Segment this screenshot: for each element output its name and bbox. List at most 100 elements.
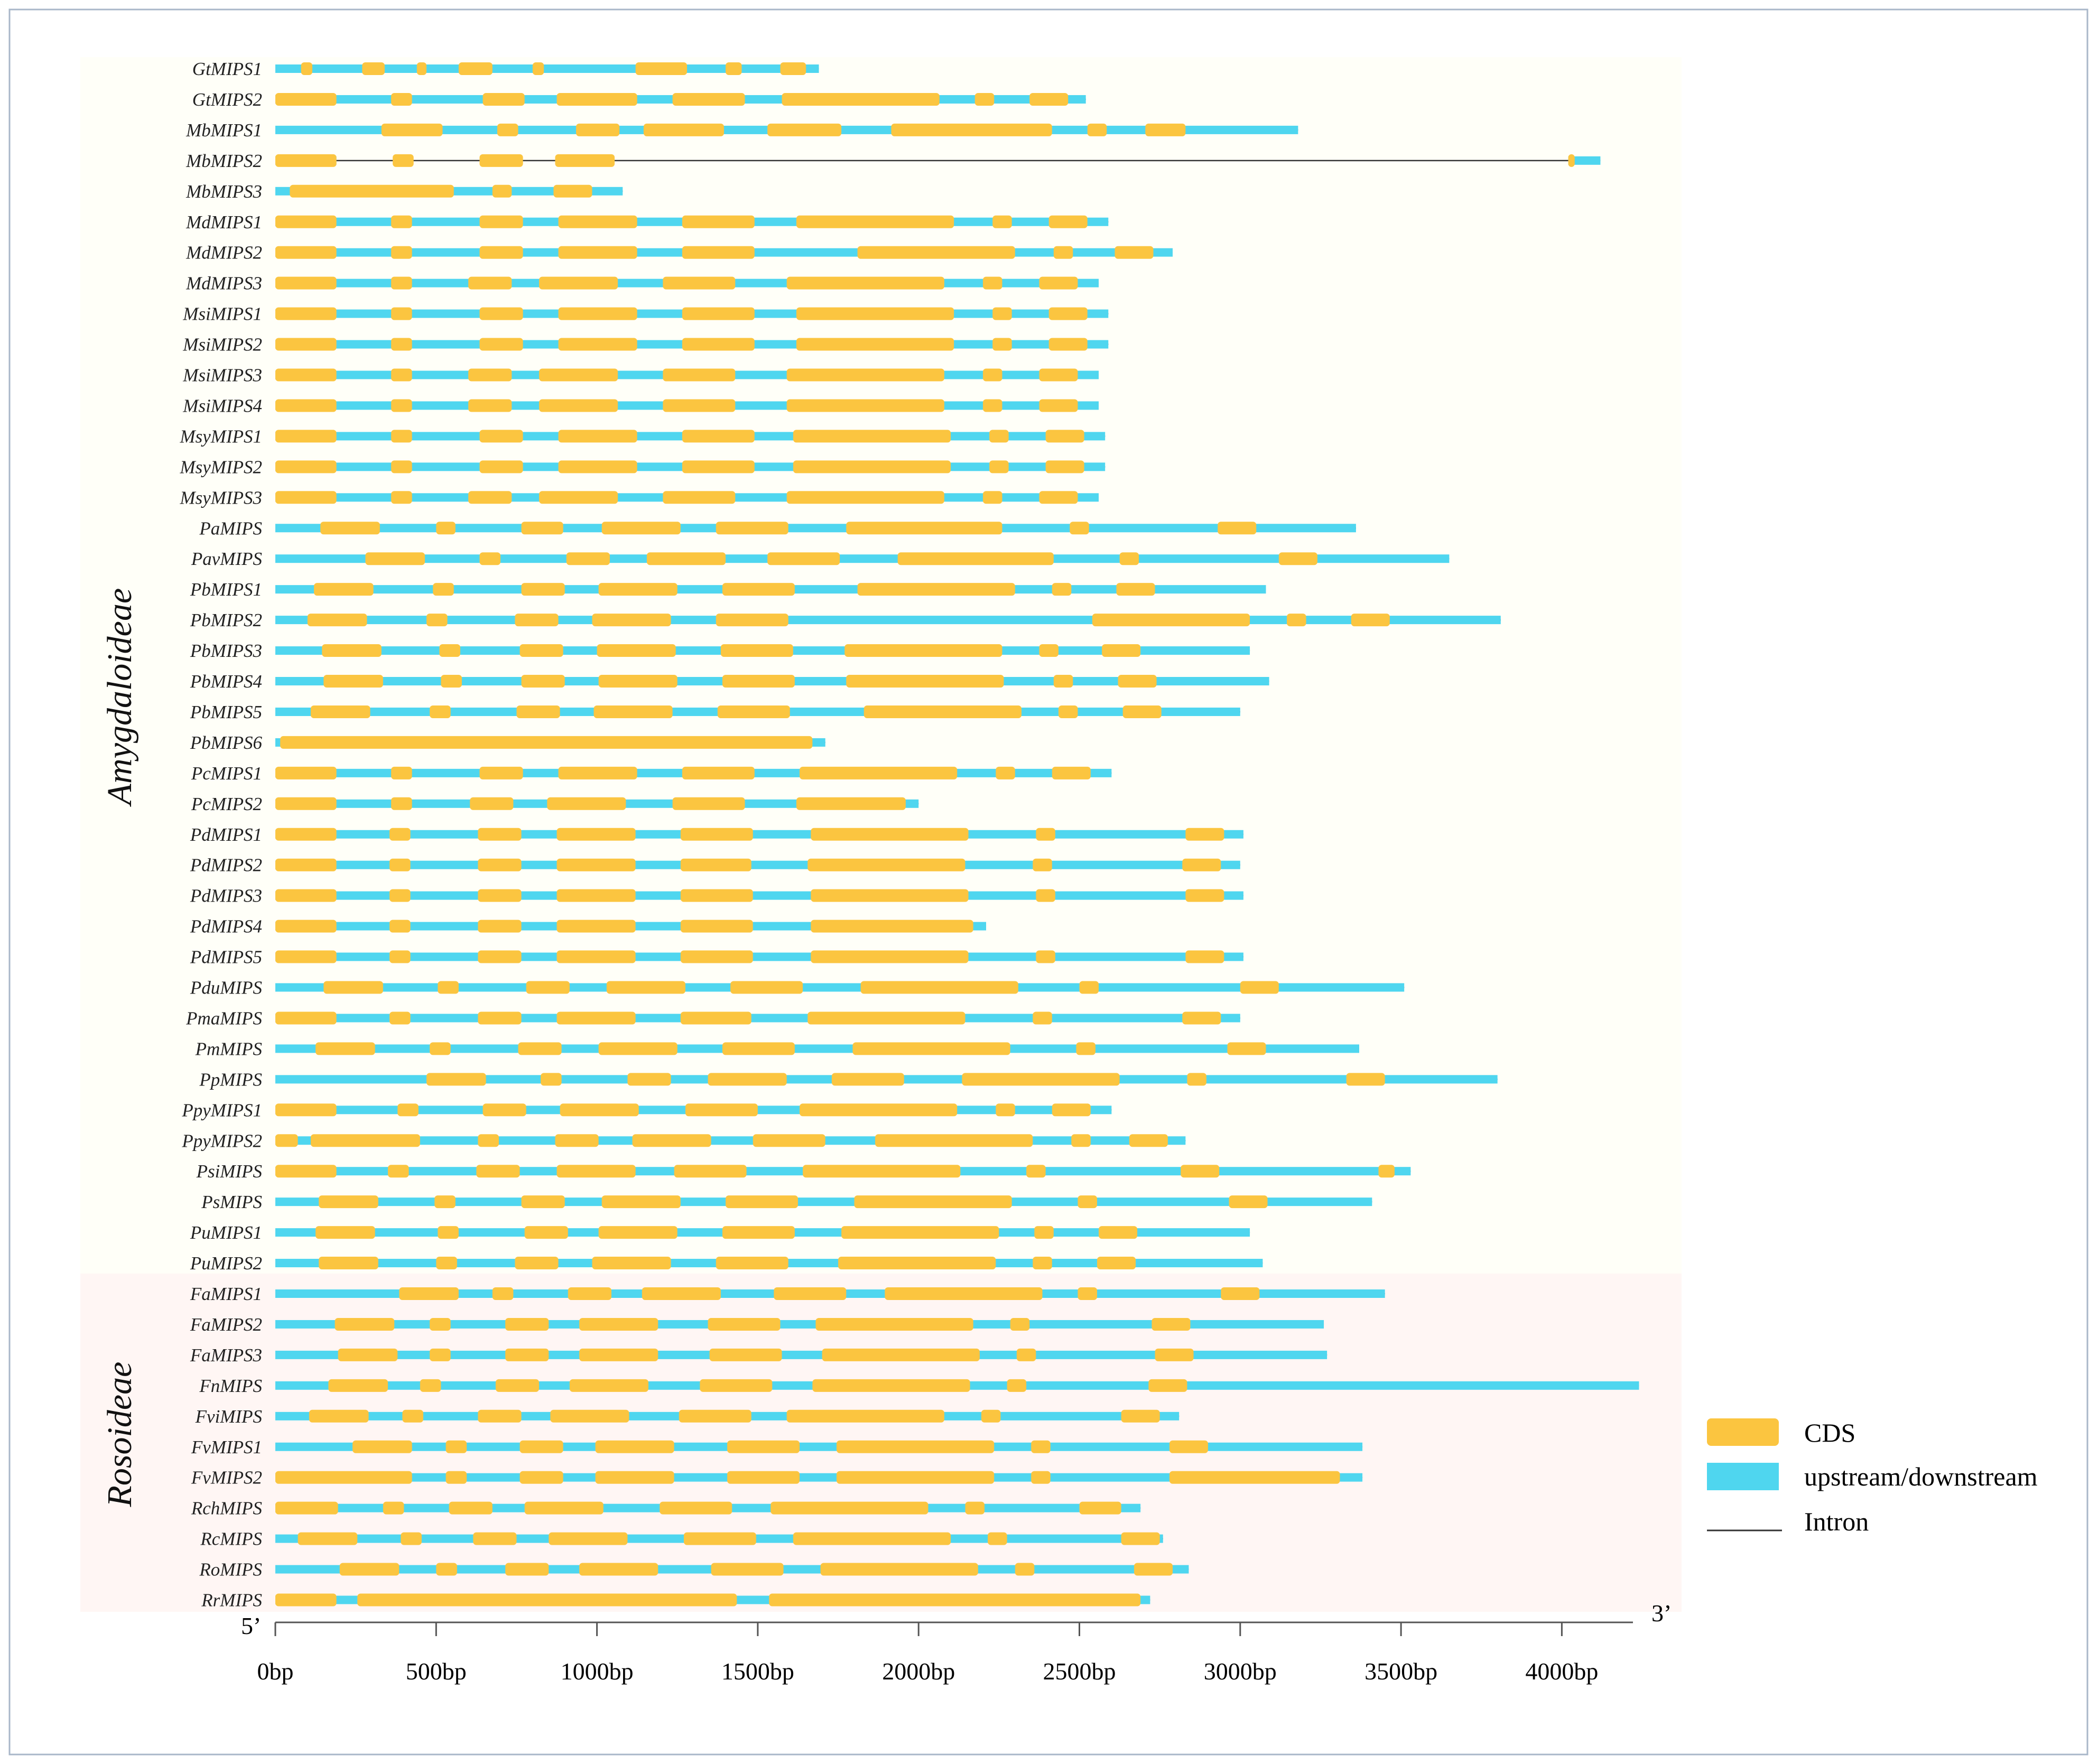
cds-exon — [680, 1011, 751, 1025]
cds-exon — [1039, 491, 1078, 504]
cds-exon — [1079, 1501, 1121, 1515]
legend: CDS upstream/downstream Intron — [1707, 1418, 2038, 1536]
cds-exon — [1187, 1073, 1206, 1086]
cds-exon — [479, 338, 523, 351]
gene-row: MsiMIPS3 — [182, 365, 1099, 386]
cds-exon — [1071, 1134, 1091, 1147]
cds-exon — [682, 460, 755, 474]
cds-exon — [786, 491, 944, 504]
cds-exon — [1134, 1563, 1173, 1576]
cds-exon — [981, 1409, 1001, 1423]
gene-name: FaMIPS2 — [190, 1314, 262, 1335]
gene-row: PaMIPS — [199, 518, 1356, 539]
cds-exon — [1031, 1471, 1051, 1484]
cds-exon — [796, 307, 954, 320]
cds-exon — [389, 950, 411, 963]
gene-name: PduMIPS — [190, 978, 262, 998]
cds-exon — [592, 1257, 671, 1270]
cds-exon — [897, 552, 1054, 565]
cds-exon — [803, 1165, 961, 1178]
cds-exon — [556, 858, 636, 871]
cds-exon — [389, 920, 411, 933]
cds-exon — [1039, 644, 1059, 657]
gene-name: PmMIPS — [195, 1038, 262, 1059]
gene-row: PdMIPS3 — [190, 886, 1243, 906]
cds-exon — [1346, 1073, 1385, 1086]
cds-exon — [539, 368, 618, 382]
cds-exon — [426, 614, 448, 627]
cds-exon — [478, 950, 522, 963]
cds-exon — [1121, 1409, 1160, 1423]
cds-exon — [323, 981, 383, 994]
cds-exon — [786, 276, 944, 290]
gene-row: PdMIPS4 — [190, 916, 987, 937]
cds-exon — [391, 399, 412, 412]
cds-exon — [1169, 1471, 1340, 1484]
cds-exon — [1097, 1257, 1136, 1270]
cds-exon — [416, 62, 427, 75]
cds-exon — [822, 1348, 980, 1361]
gene-row: FaMIPS2 — [190, 1314, 1324, 1335]
gene-name: MbMIPS2 — [185, 151, 262, 171]
amygdaloideae-group-label: Amygdaloideae — [100, 588, 139, 807]
cds-exon — [726, 1195, 798, 1209]
cds-exon — [521, 522, 563, 535]
gene-row: FviMIPS — [195, 1406, 1180, 1427]
cds-exon — [1087, 123, 1107, 136]
cds-exon — [770, 1501, 929, 1515]
gene-row: MsiMIPS4 — [182, 395, 1099, 416]
cds-exon — [478, 1134, 499, 1147]
cds-exon — [558, 215, 637, 228]
cds-exon — [786, 1409, 944, 1423]
cds-exon — [310, 1134, 420, 1147]
cds-exon — [338, 1348, 398, 1361]
gene-row: MdMIPS3 — [185, 273, 1099, 294]
cds-exon — [716, 522, 788, 535]
gene-row: PbMIPS3 — [190, 640, 1250, 661]
gene-rows: GtMIPS1 GtMIPS2 MbMIPS1 MbMIPS2 MbMIPS3 MdMIP… — [179, 59, 1639, 1611]
cds-exon — [445, 1471, 467, 1484]
cds-exon — [864, 705, 1022, 718]
cds-exon — [516, 705, 560, 718]
cds-exon — [722, 583, 795, 596]
cds-exon — [1122, 705, 1162, 718]
legend-intron-label: Intron — [1804, 1507, 1869, 1536]
cds-exon — [786, 368, 944, 382]
cds-exon — [555, 1134, 599, 1147]
gene-row: MbMIPS2 — [185, 151, 1601, 171]
cds-exon — [482, 92, 525, 106]
cds-exon — [811, 950, 969, 963]
cds-exon — [592, 614, 671, 627]
cds-exon — [275, 858, 337, 871]
gene-row: PbMIPS6 — [190, 732, 825, 753]
cds-exon — [642, 1287, 721, 1300]
cds-exon — [438, 1226, 459, 1239]
cds-exon — [593, 705, 673, 718]
gene-row: FaMIPS3 — [190, 1345, 1328, 1366]
cds-exon — [786, 399, 944, 412]
cds-exon — [433, 583, 454, 596]
cds-exon — [682, 766, 755, 779]
gene-name: PsMIPS — [201, 1192, 262, 1212]
cds-exon — [800, 1103, 958, 1117]
cds-exon — [992, 338, 1012, 351]
cds-exon — [643, 123, 724, 136]
cds-exon — [846, 522, 1002, 535]
cds-exon — [275, 1011, 337, 1025]
gene-row: PdMIPS1 — [190, 824, 1243, 845]
cds-exon — [468, 491, 512, 504]
gene-name: PdMIPS3 — [190, 886, 262, 906]
cds-exon — [391, 368, 412, 382]
gene-row: RrMIPS — [201, 1590, 1150, 1611]
cds-exon — [381, 123, 443, 136]
cds-exon — [1045, 430, 1084, 443]
cds-exon — [495, 1379, 540, 1392]
cds-exon — [682, 215, 755, 228]
cds-exon — [314, 583, 374, 596]
cds-exon — [492, 184, 512, 198]
cds-exon — [1052, 583, 1072, 596]
gene-row: PpMIPS — [199, 1069, 1498, 1090]
cds-exon — [730, 981, 803, 994]
gene-row: PduMIPS — [190, 978, 1405, 998]
cds-exon — [505, 1563, 549, 1576]
